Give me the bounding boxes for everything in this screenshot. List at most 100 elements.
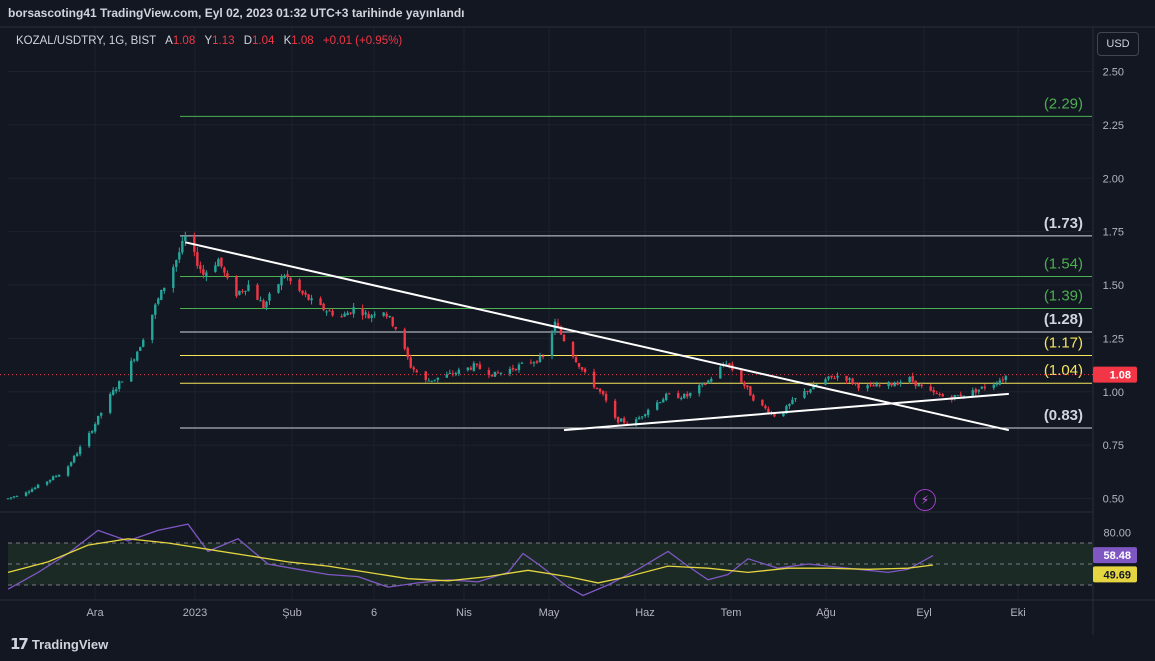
published-caption: borsascoting41 TradingView.com, Eyl 02, … [8,6,465,20]
candle-body [328,310,331,312]
candle-body [719,366,722,379]
tradingview-logo[interactable]: 17 TradingView [10,635,108,653]
candle [977,389,980,395]
candle-body [114,389,118,392]
brand-name: TradingView [31,636,109,652]
candle [908,376,911,385]
candle-body [280,277,283,286]
candle [917,383,920,387]
time-tick-label: Şub [282,607,302,619]
time-tick-label: Eki [1010,607,1025,619]
candle-body [205,272,208,277]
candle-body [508,368,512,374]
candle-body [655,402,659,410]
candle [133,358,136,363]
candle-body [659,402,662,404]
candle-body [33,487,37,490]
candle-body [346,312,349,316]
candle-body [172,267,175,288]
candle [592,368,596,390]
candle [490,374,494,377]
candle-body [677,393,680,399]
candle [637,415,641,420]
price-tick-label: 2.00 [1103,173,1124,185]
candle [328,308,331,312]
candle-body [199,265,202,270]
candle [719,364,722,379]
candle [310,294,313,305]
candle-body [866,385,869,389]
candle [710,376,713,384]
candle [475,363,479,368]
candle [66,465,70,478]
candle [136,350,139,362]
level-label: (1.17) [1044,334,1083,351]
candle [15,495,19,498]
candle-body [935,393,938,395]
candle [346,310,349,316]
candle [794,397,797,402]
rsi-value-badge-box [1093,547,1137,564]
candle-body [980,386,983,389]
candle [36,483,40,489]
candle-body [562,334,566,342]
time-tick-label: Eyl [916,607,931,619]
candle [322,302,325,312]
candle [430,380,433,383]
candle [740,368,743,384]
rsi-ma-value-badge: 49.69 [1093,566,1137,583]
candle [12,495,16,499]
candle-body [914,380,917,386]
candle [9,497,13,500]
rsi-ma-value-badge-box [1093,566,1137,583]
candle-body [6,498,10,500]
support-resistance-levels: (2.29) (1.73) (1.54) (1.39) (1.28) (1.17) (1.0… [0,95,1093,429]
candle [511,364,515,372]
candle-body [12,496,16,498]
candle [325,309,328,316]
candle [307,293,310,301]
lightning-icon[interactable]: ⚡ [914,489,936,511]
time-axis-ticks: Ara 2023 Şub 6 Nis May Haz Tem Ağu Eyl Eki [86,607,1025,619]
candle-body [625,423,629,425]
candle-body [872,385,875,387]
candle-body [298,279,301,291]
candle [235,275,238,298]
trendline-descending [185,241,1010,432]
candle-body [310,298,313,301]
price-tick-label: 2.50 [1103,67,1124,79]
ohlc-high-value: 1.13 [212,35,235,47]
candle-body [887,381,890,387]
candle-body [571,341,575,357]
candle [139,346,142,351]
candle-body [559,326,563,335]
candle [154,303,157,319]
candle-body [151,314,154,340]
candle-body [403,329,406,349]
candle [268,291,271,306]
candle-body [890,382,893,386]
candle [932,387,935,396]
candle-body [815,384,818,386]
candle [517,362,521,373]
candle-body [247,284,250,292]
candle-body [454,373,458,375]
candle [659,401,662,404]
candle [478,361,482,370]
currency-button[interactable]: USD [1097,32,1139,56]
candle [577,362,581,369]
candle [625,421,629,425]
candle [983,383,987,391]
candle [665,392,668,402]
candle [899,379,902,387]
candle [571,340,575,359]
candle [48,479,52,484]
candle-body [51,476,55,481]
candle-body [938,393,941,395]
candle-body [78,447,82,454]
price-tick-label: 0.50 [1103,494,1124,506]
candle-body [595,387,599,389]
candle [289,277,292,285]
candle [220,257,223,269]
